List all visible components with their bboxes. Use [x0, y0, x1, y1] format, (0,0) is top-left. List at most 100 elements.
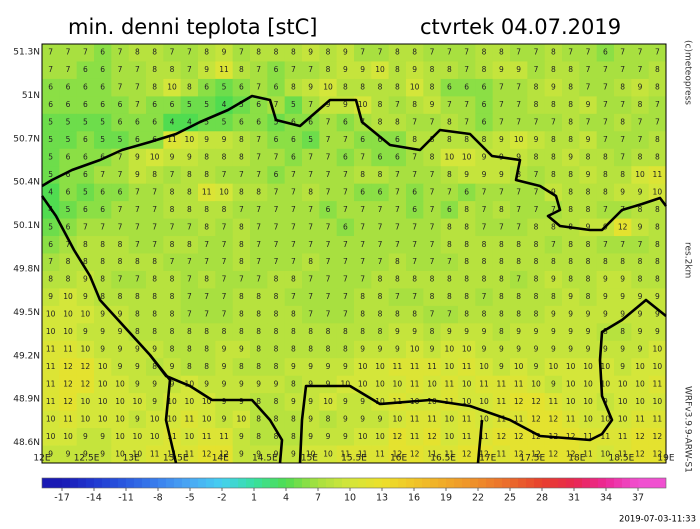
grid-value: 9: [378, 345, 383, 354]
grid-cell: [406, 253, 424, 272]
grid-value: 8: [204, 327, 209, 336]
grid-cell: [614, 44, 632, 62]
grid-cell: [284, 288, 303, 307]
grid-value: 8: [274, 310, 279, 319]
grid-cell: [94, 270, 112, 289]
grid-value: 7: [551, 205, 556, 214]
grid-cell: [440, 166, 459, 185]
grid-value: 7: [187, 275, 192, 284]
grid-value: 8: [152, 83, 157, 92]
grid-cell: [336, 61, 355, 80]
grid-value: 8: [603, 152, 608, 161]
grid-cell: [648, 78, 667, 97]
grid-value: 9: [222, 362, 227, 371]
grid-cell: [163, 305, 182, 324]
grid-cell: [76, 428, 95, 446]
grid-cell: [492, 253, 511, 272]
grid-cell: [267, 218, 286, 237]
grid-value: 7: [326, 222, 331, 231]
colorbar-segment: [70, 478, 79, 488]
lat-label: 51N: [22, 91, 40, 101]
grid-value: 8: [551, 152, 556, 161]
grid-cell: [406, 131, 424, 150]
grid-cell: [579, 201, 598, 219]
grid-cell: [180, 131, 199, 150]
grid-value: 7: [430, 257, 435, 266]
grid-cell: [406, 236, 424, 254]
grid-cell: [544, 270, 563, 289]
grid-value: 9: [638, 222, 643, 231]
grid-value: 4: [222, 100, 227, 109]
grid-cell: [562, 375, 580, 394]
grid-value: 6: [66, 187, 71, 196]
grid-value: 9: [603, 275, 608, 284]
grid-value: 6: [100, 205, 105, 214]
grid-value: 7: [655, 100, 660, 109]
grid-value: 8: [447, 118, 452, 127]
grid-cell: [614, 78, 632, 97]
grid-value: 8: [551, 48, 556, 57]
grid-value: 8: [256, 414, 261, 423]
grid-value: 8: [170, 275, 175, 284]
grid-value: 6: [83, 65, 88, 74]
grid-cell: [406, 183, 424, 202]
grid-value: 11: [497, 449, 507, 458]
grid-value: 8: [256, 362, 261, 371]
colorbar-segment: [630, 478, 639, 488]
grid-cell: [475, 166, 494, 185]
grid-cell: [406, 148, 424, 167]
grid-value: 8: [256, 48, 261, 57]
colorbar-segment: [198, 478, 207, 488]
grid-value: 10: [133, 432, 143, 441]
grid-value: 7: [326, 118, 331, 127]
grid-cell: [232, 288, 251, 307]
grid-cell: [406, 218, 424, 237]
grid-cell: [180, 393, 199, 412]
grid-value: 8: [118, 257, 123, 266]
grid-cell: [267, 288, 286, 307]
grid-cell: [423, 410, 442, 429]
grid-cell: [59, 201, 78, 219]
grid-value: 7: [586, 83, 591, 92]
grid-cell: [562, 113, 580, 132]
grid-cell: [596, 253, 615, 272]
grid-value: 8: [412, 135, 417, 144]
colorbar-segment: [246, 478, 255, 488]
grid-value: 9: [430, 100, 435, 109]
grid-value: 8: [152, 48, 157, 57]
grid-value: 7: [499, 100, 504, 109]
grid-cell: [562, 78, 580, 97]
grid-value: 8: [430, 83, 435, 92]
grid-value: 9: [568, 327, 573, 336]
grid-value: 10: [115, 414, 125, 423]
grid-value: 11: [202, 187, 212, 196]
grid-value: 7: [464, 118, 469, 127]
grid-value: 7: [464, 65, 469, 74]
grid-value: 8: [551, 257, 556, 266]
grid-cell: [544, 96, 563, 115]
grid-cell: [388, 218, 407, 237]
grid-cell: [198, 78, 216, 97]
grid-cell: [111, 113, 130, 132]
grid-cell: [250, 445, 268, 464]
country-border: [148, 354, 178, 464]
grid-value: 10: [393, 414, 403, 423]
grid-cell: [250, 253, 268, 272]
grid-value: 9: [620, 187, 625, 196]
grid-cell: [267, 183, 286, 202]
grid-cell: [510, 288, 528, 307]
grid-value: 7: [308, 65, 313, 74]
grid-cell: [406, 44, 424, 62]
grid-value: 7: [343, 187, 348, 196]
colorbar-segment: [190, 478, 199, 488]
grid-value: 9: [222, 379, 227, 388]
grid-cell: [302, 340, 320, 359]
grid-value: 6: [482, 83, 487, 92]
grid-cell: [475, 78, 494, 97]
grid-value: 7: [274, 205, 279, 214]
grid-cell: [180, 148, 199, 167]
grid-cell: [458, 236, 476, 254]
grid-value: 8: [586, 205, 591, 214]
grid-cell: [458, 323, 476, 342]
grid-cell: [284, 96, 303, 115]
